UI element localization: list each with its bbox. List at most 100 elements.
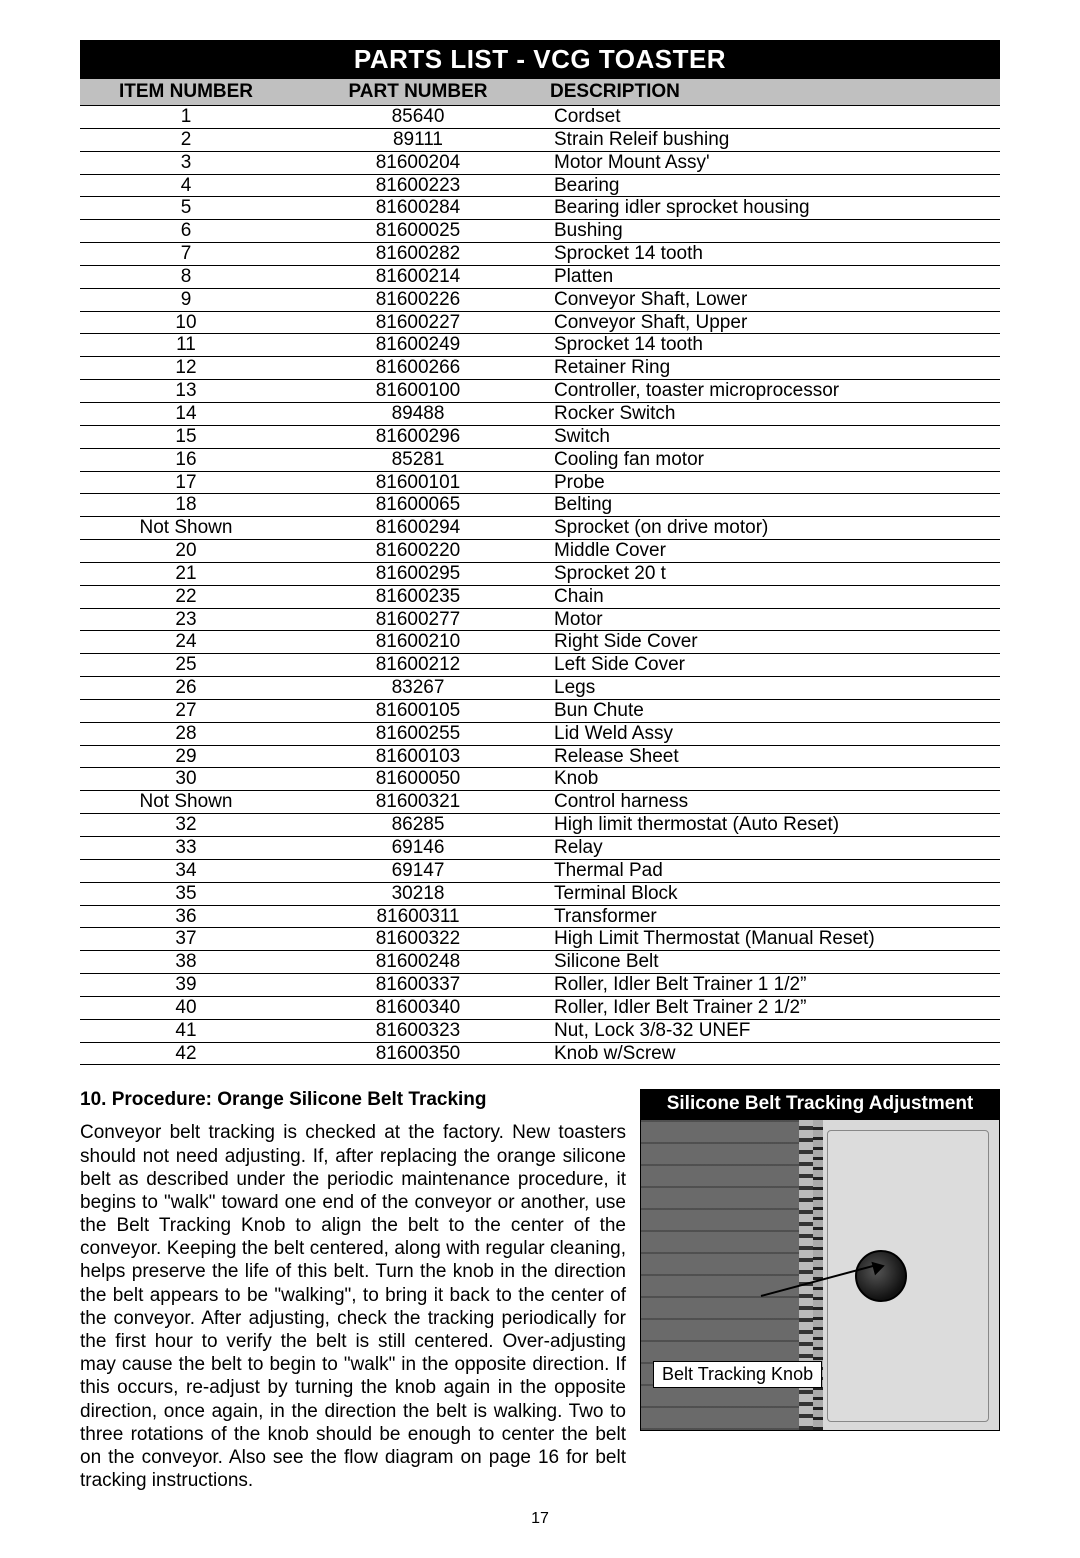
table-row: 1081600227Conveyor Shaft, Upper [80, 311, 1000, 334]
cell-description: Roller, Idler Belt Trainer 1 1/2” [544, 974, 1000, 997]
cell-part-number: 81600204 [292, 151, 544, 174]
cell-description: Probe [544, 471, 1000, 494]
cell-item-number: 33 [80, 837, 292, 860]
table-row: 1881600065Belting [80, 494, 1000, 517]
table-row: 3881600248Silicone Belt [80, 951, 1000, 974]
cell-description: Sprocket (on drive motor) [544, 517, 1000, 540]
cell-item-number: 25 [80, 654, 292, 677]
cell-part-number: 81600210 [292, 631, 544, 654]
cell-description: Sprocket 14 tooth [544, 334, 1000, 357]
cell-item-number: 16 [80, 448, 292, 471]
cell-item-number: 24 [80, 631, 292, 654]
table-row: 3530218Terminal Block [80, 882, 1000, 905]
cell-description: Chain [544, 585, 1000, 608]
cell-description: Conveyor Shaft, Lower [544, 288, 1000, 311]
table-row: 1781600101Probe [80, 471, 1000, 494]
cell-item-number: 14 [80, 402, 292, 425]
cell-item-number: 18 [80, 494, 292, 517]
cell-part-number: 81600214 [292, 265, 544, 288]
cell-part-number: 85281 [292, 448, 544, 471]
cell-description: Left Side Cover [544, 654, 1000, 677]
cell-part-number: 81600295 [292, 562, 544, 585]
cell-description: Release Sheet [544, 745, 1000, 768]
cell-part-number: 81600227 [292, 311, 544, 334]
cell-description: Terminal Block [544, 882, 1000, 905]
cell-description: Switch [544, 425, 1000, 448]
cell-part-number: 81600296 [292, 425, 544, 448]
table-row: 3781600322High Limit Thermostat (Manual … [80, 928, 1000, 951]
cell-part-number: 81600321 [292, 791, 544, 814]
cell-part-number: 81600220 [292, 540, 544, 563]
cell-description: Controller, toaster microprocessor [544, 380, 1000, 403]
cell-item-number: 37 [80, 928, 292, 951]
table-row: 681600025Bushing [80, 220, 1000, 243]
cell-description: Knob [544, 768, 1000, 791]
cell-part-number: 81600050 [292, 768, 544, 791]
cell-description: Rocker Switch [544, 402, 1000, 425]
page-number: 17 [80, 1510, 1000, 1528]
cell-description: Cooling fan motor [544, 448, 1000, 471]
cell-description: Cordset [544, 106, 1000, 128]
cell-item-number: 42 [80, 1042, 292, 1065]
cell-item-number: 10 [80, 311, 292, 334]
cell-item-number: 30 [80, 768, 292, 791]
table-row: 185640Cordset [80, 106, 1000, 128]
cell-part-number: 83267 [292, 677, 544, 700]
cell-description: Platten [544, 265, 1000, 288]
cell-part-number: 89488 [292, 402, 544, 425]
table-row: 2581600212Left Side Cover [80, 654, 1000, 677]
col-header-part: PART NUMBER [292, 79, 544, 105]
cell-part-number: 81600101 [292, 471, 544, 494]
table-row: 3081600050Knob [80, 768, 1000, 791]
table-header-row: ITEM NUMBER PART NUMBER DESCRIPTION [80, 79, 1000, 106]
table-row: 1489488Rocker Switch [80, 402, 1000, 425]
table-row: 1685281Cooling fan motor [80, 448, 1000, 471]
cell-part-number: 69146 [292, 837, 544, 860]
figure-title: Silicone Belt Tracking Adjustment [640, 1089, 1000, 1119]
cell-item-number: 12 [80, 357, 292, 380]
cell-item-number: 17 [80, 471, 292, 494]
cell-item-number: 35 [80, 882, 292, 905]
cell-part-number: 85640 [292, 106, 544, 128]
cell-item-number: 8 [80, 265, 292, 288]
cell-description: Bun Chute [544, 699, 1000, 722]
cell-part-number: 81600100 [292, 380, 544, 403]
table-row: 3981600337Roller, Idler Belt Trainer 1 1… [80, 974, 1000, 997]
cell-description: Middle Cover [544, 540, 1000, 563]
cell-description: Bearing idler sprocket housing [544, 197, 1000, 220]
table-row: 3369146Relay [80, 837, 1000, 860]
cell-description: Bushing [544, 220, 1000, 243]
cell-item-number: 15 [80, 425, 292, 448]
cell-part-number: 86285 [292, 814, 544, 837]
cell-description: Motor [544, 608, 1000, 631]
cell-item-number: Not Shown [80, 517, 292, 540]
table-row: 1381600100Controller, toaster microproce… [80, 380, 1000, 403]
table-row: 581600284Bearing idler sprocket housing [80, 197, 1000, 220]
table-row: 2683267Legs [80, 677, 1000, 700]
table-row: 981600226Conveyor Shaft, Lower [80, 288, 1000, 311]
table-row: Not Shown81600294Sprocket (on drive moto… [80, 517, 1000, 540]
cell-item-number: 3 [80, 151, 292, 174]
cell-part-number: 81600282 [292, 243, 544, 266]
cell-item-number: 23 [80, 608, 292, 631]
table-row: 2481600210Right Side Cover [80, 631, 1000, 654]
cell-part-number: 81600322 [292, 928, 544, 951]
cell-item-number: 2 [80, 128, 292, 151]
cell-part-number: 81600223 [292, 174, 544, 197]
cell-part-number: 81600065 [292, 494, 544, 517]
side-panel-icon [827, 1130, 989, 1422]
cell-part-number: 69147 [292, 859, 544, 882]
cell-part-number: 81600248 [292, 951, 544, 974]
cell-item-number: 20 [80, 540, 292, 563]
procedure-body: Conveyor belt tracking is checked at the… [80, 1121, 626, 1492]
cell-item-number: 41 [80, 1019, 292, 1042]
table-row: 2081600220Middle Cover [80, 540, 1000, 563]
cell-part-number: 81600350 [292, 1042, 544, 1065]
cell-description: Legs [544, 677, 1000, 700]
cell-item-number: 34 [80, 859, 292, 882]
parts-table: 185640Cordset289111Strain Releif bushing… [80, 106, 1000, 1065]
cell-description: Transformer [544, 905, 1000, 928]
cell-part-number: 81600337 [292, 974, 544, 997]
cell-part-number: 81600235 [292, 585, 544, 608]
table-row: 3286285High limit thermostat (Auto Reset… [80, 814, 1000, 837]
